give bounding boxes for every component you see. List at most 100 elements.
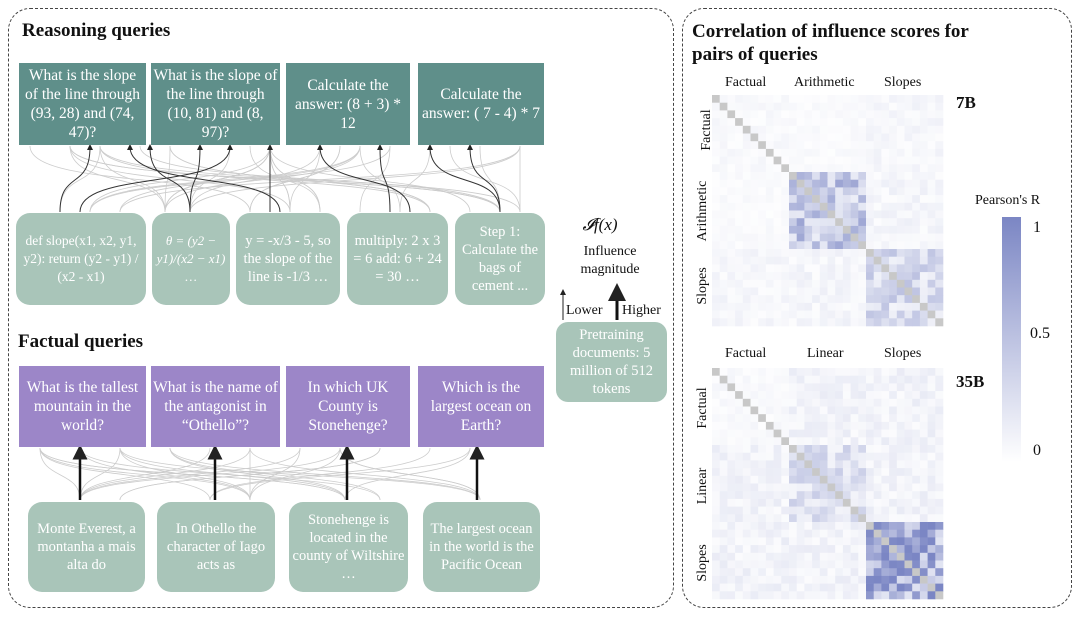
heatmap-cell: [804, 118, 813, 127]
heatmap-cell: [904, 437, 913, 446]
heatmap-cell: [889, 368, 898, 376]
heatmap-cell: [935, 475, 944, 484]
heatmap-cell: [750, 391, 759, 400]
heatmap-cell: [850, 575, 859, 584]
heatmap-cell: [935, 568, 944, 577]
heatmap-cell: [858, 110, 867, 119]
heatmap-cell: [873, 218, 882, 227]
heatmap-cell: [765, 398, 774, 407]
heatmap-cell: [804, 287, 813, 296]
heatmap-cell: [927, 414, 936, 423]
heatmap-cell: [866, 421, 874, 430]
heatmap-cell: [866, 498, 874, 507]
heatmap-cell: [804, 506, 813, 515]
heatmap-cell: [835, 529, 844, 538]
heatmap-cell: [919, 272, 928, 281]
weak-link: [189, 145, 321, 213]
heatmap-cell: [927, 475, 936, 484]
heatmap-cell: [827, 279, 836, 288]
heatmap-cell: [935, 133, 944, 142]
heatmap-cell: [866, 414, 874, 423]
weak-link: [269, 145, 291, 213]
heatmap-cell: [866, 310, 874, 319]
heatmap-cell: [881, 575, 890, 584]
heatmap-cell: [873, 256, 882, 265]
heatmap-cell: [927, 310, 936, 319]
heatmap-cell: [765, 125, 774, 134]
heatmap-cell: [873, 368, 882, 376]
heatmap-cell: [750, 591, 759, 600]
heatmap-cell: [835, 460, 844, 469]
heatmap-cell: [789, 552, 797, 561]
heatmap-cell: [750, 468, 759, 477]
heatmap-cell: [850, 110, 859, 119]
heatmap-cell: [765, 391, 774, 400]
heatmap-cell: [827, 398, 836, 407]
heatmap-cell: [835, 287, 844, 296]
heatmap-cell: [765, 179, 774, 188]
heatmap-cell: [858, 591, 867, 600]
heatmap-cell: [796, 241, 805, 250]
heatmap-cell: [927, 375, 936, 384]
heatmap-cell: [735, 468, 744, 477]
heatmap-cell: [781, 318, 790, 327]
heatmap-cell: [742, 568, 751, 577]
heatmap-cell: [781, 118, 790, 127]
heatmap-cell: [796, 575, 805, 584]
heatmap-cell: [735, 575, 744, 584]
heatmap-cell: [850, 445, 859, 453]
heatmap-cell: [735, 414, 744, 423]
heatmap-cell: [781, 279, 790, 288]
heatmap-cell: [873, 514, 882, 523]
heatmap-cell: [835, 445, 844, 453]
heatmap-cell: [866, 195, 874, 204]
heatmap-cell: [750, 164, 759, 173]
heatmap-cell: [804, 279, 813, 288]
heatmap-cell: [781, 406, 790, 415]
heatmap-cell: [858, 118, 867, 127]
heatmap-cell: [804, 110, 813, 119]
heatmap-cell: [765, 414, 774, 423]
heatmap-cell: [881, 125, 890, 134]
heatmap-cell: [866, 233, 874, 242]
heatmap-cell: [912, 421, 921, 430]
heatmap-cell: [835, 318, 844, 327]
heatmap-cell: [735, 95, 744, 103]
weak-link: [99, 145, 431, 213]
heatmap-cell: [812, 552, 821, 561]
heatmap-cell: [812, 295, 821, 304]
heatmap-cell: [781, 568, 790, 577]
heatmap-cell: [866, 202, 874, 211]
heatmap-cell: [727, 102, 736, 111]
heatmap-cell: [858, 560, 867, 569]
heatmap-cell: [904, 310, 913, 319]
heatmap-cell: [935, 437, 944, 446]
heatmap-cell: [927, 133, 936, 142]
heatmap-cell: [919, 110, 928, 119]
heatmap-cell: [904, 391, 913, 400]
heatmap-cell: [827, 452, 836, 461]
heatmap-cell: [796, 148, 805, 157]
heatmap-cell: [904, 452, 913, 461]
heatmap-cell: [896, 552, 905, 561]
weak-link: [119, 447, 251, 501]
heatmap-cell: [858, 264, 867, 273]
heatmap-cell: [789, 249, 797, 257]
pretraining-documents: Pretraining documents: 5 million of 512 …: [556, 322, 667, 402]
heatmap-cell: [804, 398, 813, 407]
heatmap-cell: [850, 375, 859, 384]
colorbar-tick: 0.5: [1030, 325, 1050, 342]
heatmap-cell: [750, 256, 759, 265]
heatmap-cell: [866, 302, 874, 311]
heatmap-cell: [758, 421, 767, 430]
heatmap-cell: [750, 375, 759, 384]
heatmap-cell: [712, 460, 720, 469]
heatmap-cell: [781, 302, 790, 311]
heatmap-cell: [750, 287, 759, 296]
heatmap-cell: [719, 110, 728, 119]
heatmap-cell: [889, 218, 898, 227]
heatmap-cell: [835, 272, 844, 281]
heatmap-cell: [842, 118, 851, 127]
heatmap-cell: [919, 583, 928, 592]
heatmap-cell: [827, 421, 836, 430]
